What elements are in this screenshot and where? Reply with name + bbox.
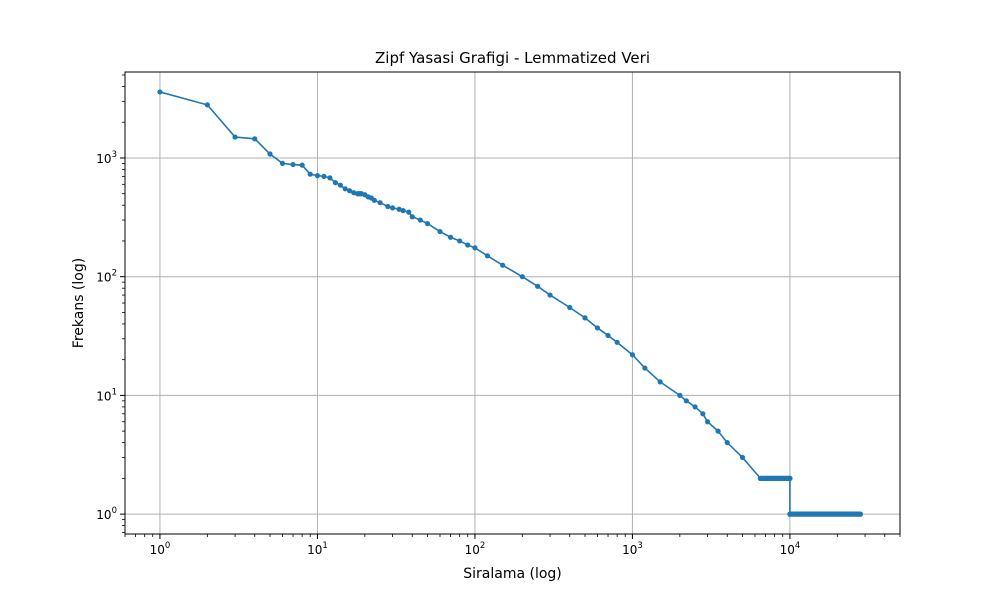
- data-point: [535, 283, 541, 289]
- x-tick-label: 100: [150, 541, 171, 557]
- data-point: [157, 89, 163, 95]
- data-point: [267, 151, 273, 157]
- x-tick-label: 104: [780, 541, 801, 557]
- data-point: [279, 160, 286, 167]
- data-point: [385, 203, 391, 210]
- data-point: [692, 404, 698, 410]
- minor-ticks: [122, 74, 901, 537]
- data-point: [500, 262, 506, 268]
- data-point: [657, 379, 663, 385]
- data-point: [342, 186, 348, 192]
- data-point: [321, 173, 327, 179]
- y-tick-label: 102: [96, 269, 117, 285]
- data-point: [683, 398, 689, 404]
- data-point: [465, 242, 471, 248]
- data-point: [567, 304, 573, 311]
- plot-area-frame: [124, 71, 901, 535]
- x-tick-label: 101: [307, 541, 328, 557]
- data-point: [700, 411, 706, 417]
- x-tick-label: 103: [622, 541, 643, 557]
- data-point: [582, 315, 588, 321]
- data-point: [704, 419, 711, 425]
- data-point: [677, 392, 683, 398]
- data-point: [409, 214, 415, 220]
- data-point: [547, 292, 553, 298]
- data-series: [157, 89, 863, 517]
- data-point: [327, 175, 333, 181]
- data-point: [346, 188, 353, 194]
- data-point: [519, 274, 525, 280]
- y-tick-label: 101: [96, 387, 117, 403]
- data-point: [724, 440, 730, 446]
- data-point: [204, 102, 210, 108]
- data-point: [437, 228, 443, 235]
- y-axis-label: Frekans (log): [71, 258, 87, 348]
- data-point: [371, 197, 377, 203]
- data-point: [232, 134, 238, 140]
- data-point: [332, 180, 338, 186]
- grid-lines: [125, 72, 900, 534]
- data-point: [406, 209, 412, 215]
- series-line: [159, 91, 861, 515]
- data-point: [629, 352, 636, 358]
- data-point: [299, 162, 305, 168]
- data-point: [337, 182, 344, 188]
- y-axis-ticks: 100 101 102 103: [96, 150, 125, 522]
- data-point: [614, 339, 620, 345]
- data-point: [424, 221, 431, 227]
- y-tick-label: 100: [96, 506, 117, 522]
- data-point: [314, 173, 321, 179]
- data-point: [642, 365, 648, 371]
- y-tick-label: 103: [96, 150, 117, 166]
- data-point: [457, 238, 463, 244]
- data-point: [396, 206, 402, 212]
- data-point: [252, 136, 258, 142]
- data-point: [400, 208, 406, 214]
- data-point: [290, 161, 296, 168]
- data-point: [307, 171, 313, 177]
- data-point: [377, 200, 383, 206]
- data-point: [605, 332, 611, 339]
- data-point: [484, 253, 490, 259]
- data-point: [389, 205, 396, 211]
- data-point: [472, 245, 478, 251]
- data-point: [447, 234, 454, 240]
- x-axis-ticks: 100 101 102 103 104: [150, 534, 801, 557]
- x-axis-label: Siralama (log): [463, 566, 562, 582]
- chart-title: Zipf Yasasi Grafigi - Lemmatized Veri: [375, 49, 650, 67]
- data-point: [715, 428, 721, 434]
- data-point: [351, 190, 357, 196]
- x-tick-label: 102: [465, 541, 486, 557]
- data-point: [417, 217, 423, 223]
- data-point: [594, 325, 601, 331]
- data-point: [739, 454, 746, 461]
